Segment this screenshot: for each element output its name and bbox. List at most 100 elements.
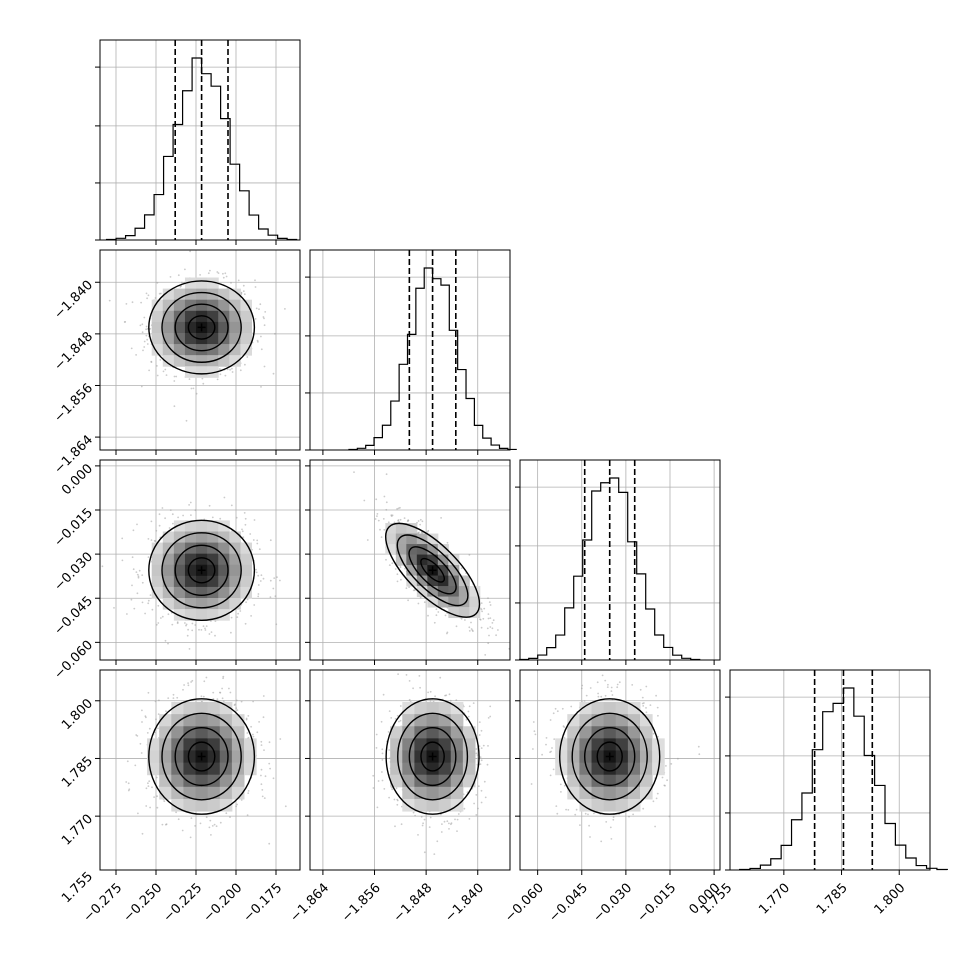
- density-cell: [173, 531, 186, 544]
- density-cell: [151, 586, 164, 599]
- x-tick-label: −0.250: [121, 881, 166, 926]
- density-cell: [229, 332, 241, 345]
- density-cell: [173, 586, 186, 599]
- scatter-point: [239, 610, 242, 612]
- scatter-point: [200, 629, 203, 631]
- scatter-point: [145, 805, 148, 807]
- scatter-point: [146, 328, 149, 330]
- scatter-point: [202, 695, 205, 698]
- scatter-point: [149, 327, 152, 330]
- scatter-point: [243, 293, 246, 296]
- density-cell: [195, 702, 209, 715]
- density-cell: [218, 609, 230, 621]
- density-cell: [162, 321, 175, 334]
- density-cell: [218, 575, 230, 588]
- scatter-point: [147, 691, 150, 694]
- scatter-point: [487, 613, 490, 615]
- scatter-point: [207, 272, 210, 275]
- contour-line: [187, 315, 216, 340]
- scatter-point: [486, 763, 489, 766]
- density-cell: [231, 738, 245, 751]
- scatter-point: [126, 613, 128, 615]
- scatter-point: [480, 729, 483, 732]
- scatter-point: [385, 473, 388, 476]
- density-cell: [437, 554, 449, 566]
- scatter-point: [257, 595, 260, 598]
- scatter-point: [256, 542, 259, 545]
- scatter-point: [255, 307, 258, 310]
- scatter-point: [400, 823, 403, 826]
- scatter-point: [260, 744, 263, 746]
- scatter-point: [489, 715, 492, 718]
- scatter-point: [477, 785, 480, 788]
- scatter-point: [408, 586, 410, 588]
- scatter-point: [381, 748, 384, 751]
- scatter-point: [168, 527, 171, 529]
- y-tick-label: 1.800: [59, 696, 96, 733]
- scatter-point: [467, 710, 470, 713]
- scatter-point: [247, 715, 250, 717]
- scatter-point: [190, 660, 192, 662]
- density-cell: [159, 750, 172, 764]
- density-cell: [195, 762, 209, 776]
- density-cell: [207, 774, 221, 788]
- scatter-point: [204, 629, 207, 631]
- scatter-point: [439, 676, 442, 679]
- scatter-point: [444, 614, 447, 617]
- scatter-point: [377, 780, 380, 782]
- scatter-point: [260, 348, 263, 351]
- scatter-point: [130, 347, 133, 350]
- scatter-point: [460, 617, 463, 620]
- scatter-point: [240, 799, 243, 801]
- scatter-point: [393, 521, 396, 524]
- scatter-point: [211, 516, 214, 519]
- scatter-point: [388, 564, 391, 566]
- scatter-point: [149, 594, 152, 596]
- density-cell: [402, 750, 415, 764]
- scatter-point: [176, 621, 179, 624]
- contour-center: [197, 752, 206, 761]
- scatter-point: [468, 705, 471, 708]
- scatter-point: [399, 719, 402, 722]
- scatter-point: [374, 518, 377, 520]
- scatter-point: [440, 517, 442, 519]
- scatter-point: [136, 523, 138, 526]
- scatter-point: [157, 604, 160, 607]
- scatter-point: [363, 499, 366, 502]
- density-cell: [229, 564, 241, 577]
- scatter-point: [274, 595, 277, 598]
- scatter-point: [263, 324, 266, 327]
- scatter-point: [140, 301, 143, 304]
- scatter-point: [159, 359, 162, 361]
- scatter-point: [375, 747, 378, 749]
- scatter-point: [460, 567, 463, 570]
- y-tick-label: −1.856: [51, 381, 96, 426]
- scatter-point: [478, 721, 481, 723]
- scatter-point: [480, 626, 483, 629]
- scatter-point: [390, 514, 393, 517]
- density-cell: [218, 586, 230, 599]
- density-cells: [151, 520, 252, 621]
- scatter-point: [145, 325, 148, 328]
- density-cell: [229, 288, 241, 301]
- scatter-point: [489, 604, 492, 606]
- density-cell: [207, 553, 219, 566]
- density-cell: [229, 531, 241, 544]
- density-cell: [183, 798, 197, 812]
- scatter-point: [480, 789, 483, 792]
- scatter-point: [435, 614, 438, 617]
- density-cell: [151, 332, 164, 345]
- density-cell: [184, 575, 197, 588]
- scatter-point: [246, 598, 249, 601]
- scatter-point: [182, 688, 184, 691]
- scatter-point: [256, 731, 259, 734]
- contour-center: [428, 566, 437, 575]
- contour-line: [174, 303, 229, 352]
- scatter-point: [235, 805, 238, 808]
- density-cell: [151, 321, 164, 334]
- scatter-point: [228, 687, 230, 690]
- scatter-point: [175, 375, 178, 378]
- density-cell: [171, 774, 184, 788]
- density-cell: [207, 310, 219, 323]
- density-cell: [184, 366, 197, 378]
